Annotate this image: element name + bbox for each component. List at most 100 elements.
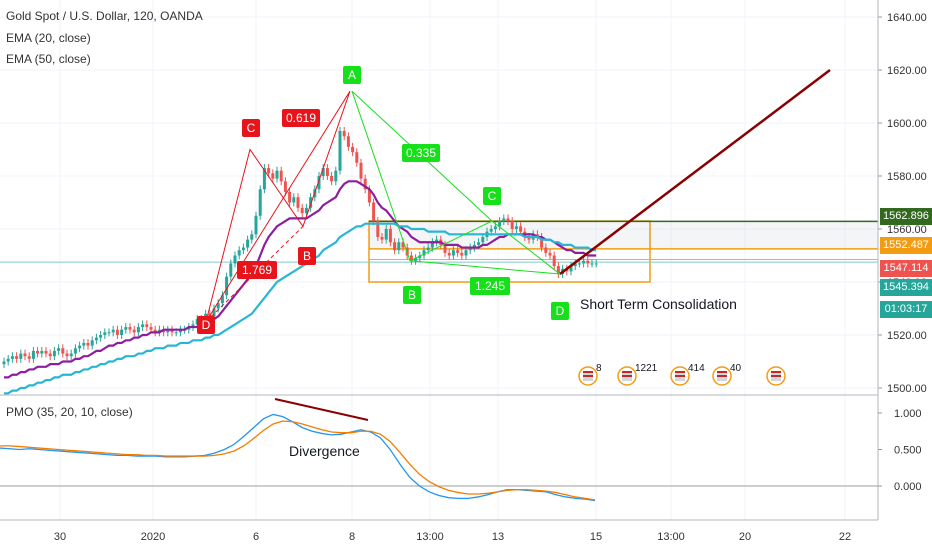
candle-body <box>216 303 220 309</box>
candle-body <box>351 146 355 153</box>
projection-line <box>559 69 831 276</box>
candle-body <box>82 342 86 346</box>
pmo-tick-label: 1.000 <box>894 408 922 420</box>
candle-body <box>590 263 594 265</box>
candle-body <box>120 329 124 335</box>
candle-body <box>502 218 506 222</box>
ema50-legend[interactable]: EMA (50, close) <box>6 52 91 66</box>
candle-body <box>472 244 476 248</box>
candle-body <box>170 329 174 333</box>
candle-body <box>367 189 371 203</box>
price-tick-label: 1520.00 <box>887 330 927 342</box>
candle-body <box>384 229 388 240</box>
red-pattern-lines <box>205 90 351 323</box>
candle-body <box>376 221 380 237</box>
flag-stripe <box>771 371 781 373</box>
candle-body <box>162 329 166 333</box>
candle-body <box>296 197 300 208</box>
candle-body <box>481 236 485 243</box>
price-tag-countdown: 01:03:17 <box>880 301 932 318</box>
candle-body <box>506 218 510 222</box>
ema50-line <box>4 222 597 395</box>
pmo-tick-label: 0.500 <box>894 445 922 457</box>
candle-body <box>86 342 90 346</box>
candle-body <box>65 353 69 357</box>
candle-body <box>61 348 65 354</box>
candle-body <box>128 327 132 330</box>
price-tick-label: 1580.00 <box>887 171 927 183</box>
price-tag-last: 1545.394 <box>880 279 932 296</box>
green-pattern-lines <box>351 91 561 275</box>
ema-lines <box>4 69 831 395</box>
candle-body <box>40 350 44 354</box>
red-point-c-bg <box>242 119 260 137</box>
candle-body <box>246 239 250 248</box>
symbol-title[interactable]: Gold Spot / U.S. Dollar, 120, OANDA <box>6 9 203 23</box>
candle-body <box>334 170 338 182</box>
event-count: 40 <box>730 363 742 374</box>
candle-body <box>414 258 418 261</box>
candle-body <box>464 250 468 256</box>
red-ratio-1769-text: 1.769 <box>242 263 272 277</box>
time-tick-label: 30 <box>54 531 66 543</box>
candle-body <box>321 168 325 176</box>
candle-body <box>468 247 472 251</box>
candle-body <box>178 329 182 333</box>
candle-body <box>510 221 514 229</box>
candle-body <box>153 329 157 333</box>
price-tag-box-top: 1552.487 <box>880 237 932 254</box>
pmo-tick-label: 0.000 <box>894 481 922 493</box>
time-tick-label: 15 <box>590 531 602 543</box>
price-tick-label: 1620.00 <box>887 65 927 77</box>
candle-body <box>233 255 237 264</box>
flag-stripe <box>622 375 632 377</box>
red-ratio-1769: 1.769 <box>237 261 277 279</box>
flag-stripe <box>717 371 727 373</box>
pmo-legend[interactable]: PMO (35, 20, 10, close) <box>6 405 133 419</box>
candle-body <box>569 266 573 272</box>
harmonic-patterns[interactable]: C B D 0.619 1.769 A C B D 0.335 1.245 Short Term Co… <box>197 66 786 386</box>
candle-body <box>73 348 77 354</box>
pmo-indicator: Divergence <box>0 398 878 502</box>
candle-body <box>279 170 283 182</box>
candle-body <box>556 266 560 275</box>
candle-body <box>187 327 191 330</box>
candle-body <box>94 337 98 341</box>
candle-body <box>527 236 531 240</box>
candle-body <box>57 348 61 351</box>
time-tick-label: 13 <box>492 531 504 543</box>
price-tag-resistance: 1562.896 <box>880 208 932 225</box>
candle-body <box>52 350 56 357</box>
green-point-b: B <box>403 286 421 304</box>
time-tick-label: 8 <box>349 531 355 543</box>
flag-stripe <box>771 375 781 377</box>
candle-body <box>535 234 539 237</box>
candle-body <box>237 250 241 256</box>
pmo-signal-line <box>0 420 596 501</box>
consolidation-zones <box>0 220 878 283</box>
candle-body <box>493 226 497 229</box>
flag-stripe <box>583 371 593 373</box>
candle-body <box>132 329 136 333</box>
candle-body <box>304 207 308 214</box>
candle-body <box>10 356 14 359</box>
flag-stripe <box>675 375 685 377</box>
green-point-c-bg <box>483 187 501 205</box>
candle-body <box>435 239 439 243</box>
candle-body <box>229 263 233 277</box>
event-count: 8 <box>596 363 602 374</box>
candle-body <box>23 353 27 357</box>
candle-body <box>90 340 94 346</box>
candle-body <box>422 250 426 256</box>
red-point-d-bg <box>197 316 215 334</box>
candle-body <box>107 332 111 334</box>
candle-body <box>338 130 342 171</box>
ema20-legend[interactable]: EMA (20, close) <box>6 31 91 45</box>
candle-body <box>271 173 275 179</box>
candle-body <box>2 361 6 365</box>
candle-body <box>115 329 119 335</box>
green-ratio-1245-bg <box>470 277 510 295</box>
candle-body <box>330 176 334 182</box>
